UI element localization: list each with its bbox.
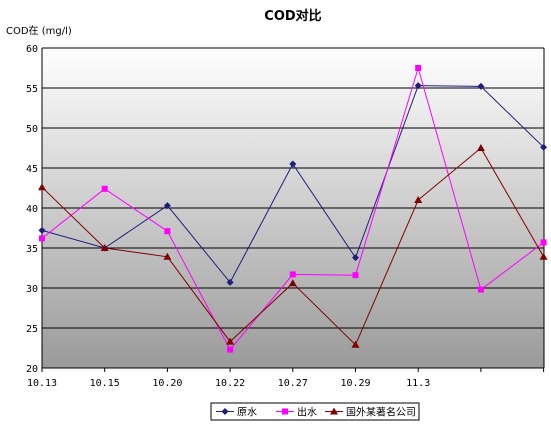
x-tick-label: 11.3 bbox=[406, 378, 430, 389]
data-point bbox=[288, 279, 297, 287]
data-point bbox=[476, 144, 485, 151]
x-tick-label: 10.22 bbox=[215, 378, 245, 389]
data-point bbox=[540, 143, 548, 151]
series-2 bbox=[38, 144, 548, 348]
data-point bbox=[289, 160, 297, 168]
data-point bbox=[226, 278, 234, 286]
data-point bbox=[38, 226, 46, 234]
y-tick-label: 50 bbox=[26, 124, 38, 135]
y-tick-label: 60 bbox=[26, 44, 38, 55]
data-point bbox=[227, 346, 234, 353]
data-point bbox=[414, 82, 422, 90]
legend-label: 原水 bbox=[237, 407, 257, 419]
legend-box bbox=[210, 402, 420, 421]
data-point bbox=[163, 252, 172, 260]
data-point bbox=[330, 407, 338, 415]
legend-item-1: 出水 bbox=[276, 406, 317, 419]
y-axis-ticks: 20 25 30 35 40 45 50 55 60 bbox=[26, 44, 38, 375]
data-point bbox=[477, 286, 484, 293]
series-lines bbox=[38, 65, 548, 353]
data-point bbox=[221, 408, 229, 415]
legend-label: 出水 bbox=[297, 406, 317, 419]
data-point bbox=[163, 202, 171, 210]
data-point bbox=[352, 254, 359, 262]
data-point bbox=[101, 185, 108, 192]
series-1 bbox=[39, 65, 547, 353]
legend-item-0: 原水 bbox=[216, 407, 257, 419]
y-tick-label: 20 bbox=[26, 364, 38, 375]
y-axis-label: COD在 (mg/l) bbox=[6, 25, 72, 37]
legend: 原水 出水 国外某著名公司 bbox=[210, 402, 420, 421]
data-point bbox=[539, 252, 548, 260]
y-tick-label: 55 bbox=[26, 84, 38, 95]
y-tick-label: 25 bbox=[26, 324, 38, 335]
y-tick-label: 40 bbox=[26, 204, 38, 215]
legend-label: 国外某著名公司 bbox=[346, 406, 416, 419]
x-tick-label: 10.27 bbox=[278, 378, 308, 389]
y-tick-label: 35 bbox=[26, 244, 38, 255]
data-point bbox=[540, 239, 547, 246]
data-point bbox=[38, 183, 46, 191]
data-point bbox=[352, 272, 359, 279]
data-point bbox=[289, 271, 296, 278]
x-tick-label: 10.20 bbox=[152, 378, 182, 389]
x-tick-label: 10.29 bbox=[340, 378, 370, 389]
x-tick-label: 10.15 bbox=[90, 378, 120, 389]
data-point bbox=[351, 340, 360, 348]
data-point bbox=[414, 196, 423, 203]
data-point bbox=[39, 235, 45, 242]
data-point bbox=[164, 228, 171, 235]
legend-item-2: 国外某著名公司 bbox=[325, 406, 416, 419]
data-point bbox=[415, 65, 422, 71]
data-point bbox=[226, 337, 235, 345]
chart-title: COD对比 bbox=[264, 8, 321, 24]
data-point bbox=[477, 82, 485, 90]
x-tick-label: 10.13 bbox=[27, 378, 57, 389]
x-axis-ticks: 10.13 10.15 10.20 10.22 10.27 10.29 11.3 bbox=[27, 368, 545, 389]
y-tick-label: 30 bbox=[26, 284, 38, 295]
series-0 bbox=[38, 82, 548, 286]
y-tick-label: 45 bbox=[26, 164, 38, 175]
data-point bbox=[100, 244, 109, 251]
gridlines bbox=[41, 47, 545, 369]
data-point bbox=[282, 408, 288, 415]
